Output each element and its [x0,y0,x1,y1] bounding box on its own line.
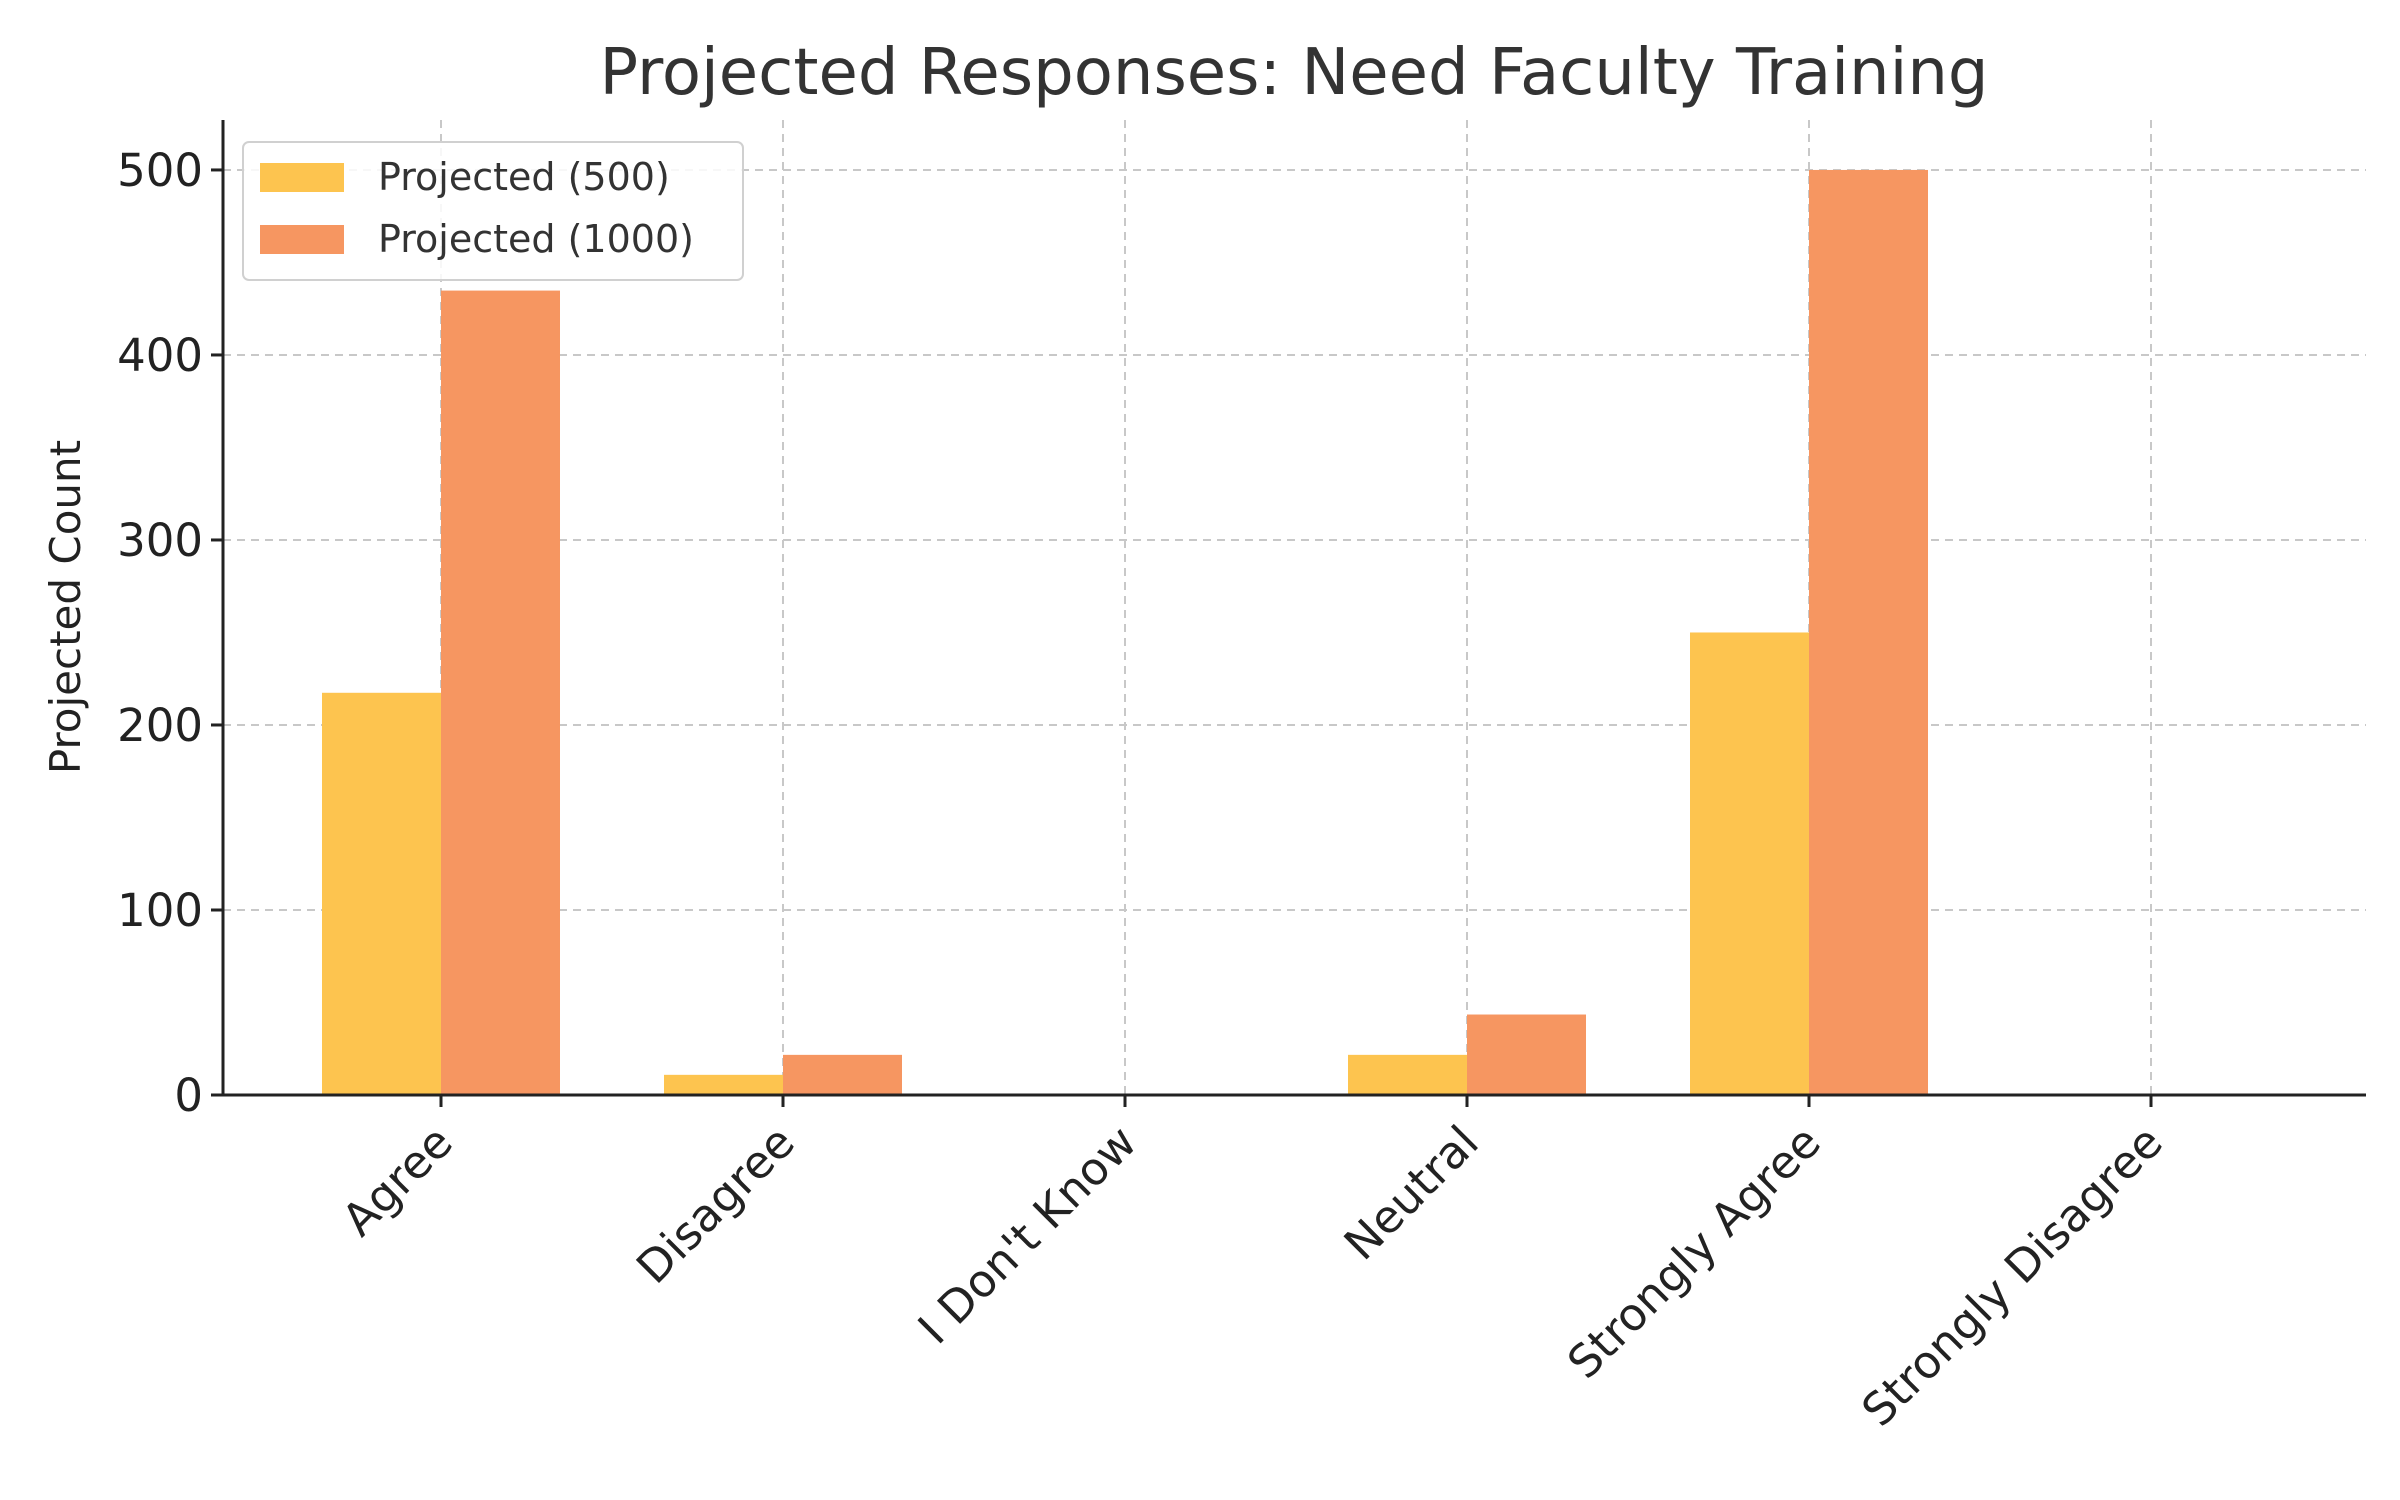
bar-neutral-projected-500 [1348,1054,1467,1095]
axes [221,120,2366,1097]
x-tick-label-agree: Agree [332,1115,463,1246]
y-tick-label-300: 300 [117,514,203,567]
x-tick-label-i-don-t-know: I Don't Know [908,1115,1147,1354]
legend-swatch-projected-1000 [260,225,344,254]
bars [322,169,1928,1095]
y-tick-label-100: 100 [117,884,203,937]
y-tick-label-0: 0 [174,1069,203,1122]
bar-disagree-projected-1000 [783,1054,902,1095]
legend: Projected (500) Projected (1000) [242,141,744,281]
bar-agree-projected-500 [322,692,441,1095]
y-axis-label: Projected Count [41,440,90,774]
legend-box [242,141,744,281]
bar-neutral-projected-1000 [1467,1014,1586,1095]
x-tick-label-strongly-agree: Strongly Agree [1557,1115,1831,1389]
chart-title: Projected Responses: Need Faculty Traini… [599,36,1988,110]
legend-swatch-projected-500 [260,163,344,192]
x-tick-label-neutral: Neutral [1334,1115,1489,1270]
bar-disagree-projected-500 [664,1074,783,1095]
y-tick-label-500: 500 [117,144,203,197]
bar-agree-projected-1000 [441,290,560,1095]
bar-strongly-agree-projected-1000 [1809,169,1928,1095]
x-ticks: Agree Disagree I Don't Know Neutral Strongly… [332,1095,2173,1437]
x-tick-label-disagree: Disagree [626,1115,805,1294]
bar-strongly-agree-projected-500 [1690,632,1809,1095]
x-tick-label-strongly-disagree: Strongly Disagree [1851,1115,2172,1436]
y-tick-label-200: 200 [117,699,203,752]
legend-label-projected-1000: Projected (1000) [378,217,694,261]
y-tick-label-400: 400 [117,329,203,382]
y-ticks: 0 100 200 300 400 500 [117,144,223,1122]
legend-label-projected-500: Projected (500) [378,155,670,199]
